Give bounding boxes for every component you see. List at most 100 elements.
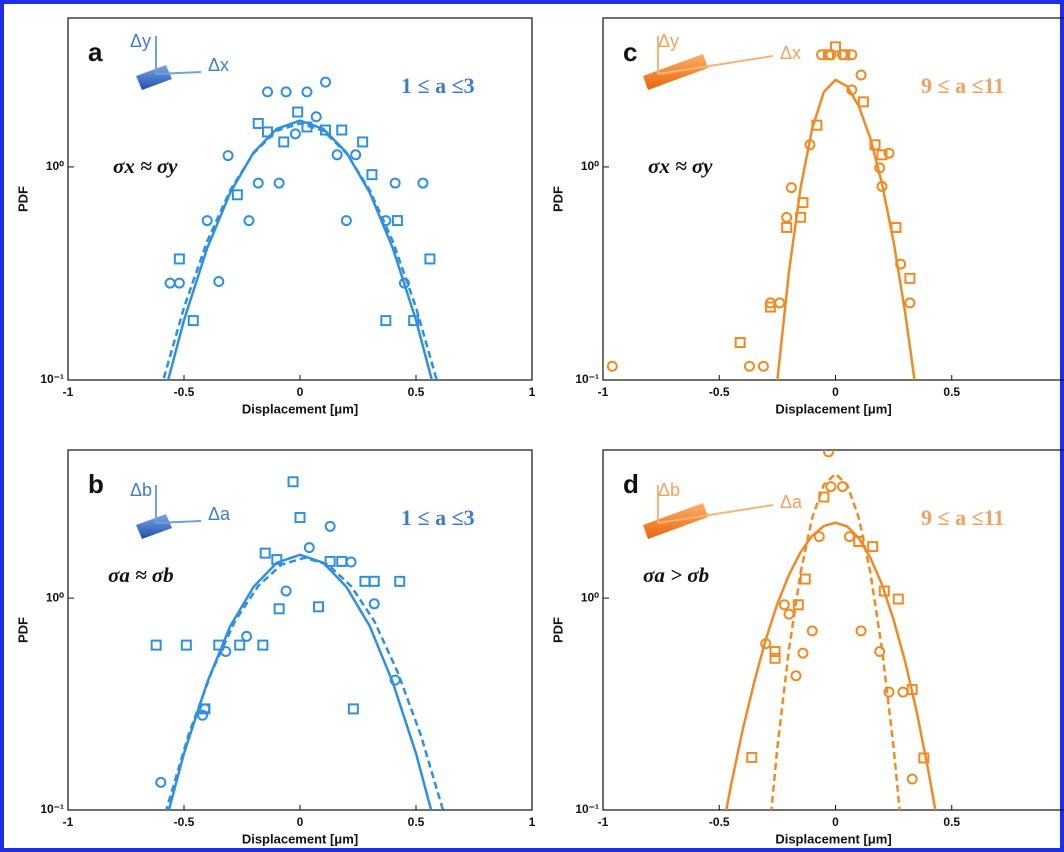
circle-point <box>324 520 336 532</box>
square-point <box>769 645 781 657</box>
circle-point <box>883 686 895 698</box>
fit-curve <box>725 521 937 810</box>
panel-letter: c <box>623 37 637 67</box>
x-axis-label: Displacement [μm] <box>775 401 891 416</box>
plot-area <box>150 476 445 810</box>
square-point <box>278 136 290 148</box>
x-axis-label: Displacement [μm] <box>775 831 891 846</box>
square-point <box>368 575 380 587</box>
y-tick-label: 10⁻¹ <box>575 802 599 816</box>
square-point <box>324 555 336 567</box>
square-point <box>839 49 851 61</box>
x-tick-label: 0.5 <box>943 385 960 399</box>
fit-curve <box>164 556 445 810</box>
circle-point <box>846 49 858 61</box>
circle-point <box>778 599 790 611</box>
square-point <box>876 149 888 161</box>
square-point <box>878 585 890 597</box>
square-point <box>336 124 348 136</box>
fit-curve <box>776 78 916 380</box>
y-axis-label: PDF <box>15 617 30 643</box>
axis-arrow <box>155 71 202 75</box>
square-point <box>199 703 211 715</box>
circle-point <box>904 297 916 309</box>
axis-arrow <box>657 504 774 524</box>
circle-point <box>280 86 292 98</box>
circle-point <box>743 360 755 372</box>
square-point <box>424 253 436 265</box>
icon-label: Δy <box>130 31 151 51</box>
y-axis-label: PDF <box>550 186 565 212</box>
x-tick-label: 0.5 <box>408 815 425 829</box>
square-point <box>391 215 403 227</box>
x-tick-label: -1 <box>63 815 74 829</box>
circle-point <box>155 776 167 788</box>
y-tick-label: 10⁻¹ <box>575 372 599 386</box>
square-point <box>336 555 348 567</box>
circle-point <box>906 773 918 785</box>
circle-point <box>825 481 837 493</box>
circle-point <box>874 645 886 657</box>
circle-point <box>806 625 818 637</box>
sigma-label: σa ≈ σb <box>108 563 174 587</box>
square-point <box>150 639 162 651</box>
circle-point <box>883 147 895 159</box>
plot-area <box>725 450 937 810</box>
panel-letter: a <box>88 37 103 67</box>
circle-point <box>785 182 797 194</box>
square-point <box>769 652 781 664</box>
y-axis-label: PDF <box>15 186 30 212</box>
circle-point <box>813 531 825 543</box>
square-point <box>347 703 359 715</box>
circle-point <box>262 86 274 98</box>
fit-curve <box>161 122 439 380</box>
square-point <box>904 272 916 284</box>
square-point <box>234 639 246 651</box>
circle-point <box>197 709 209 721</box>
circle-point <box>201 215 213 227</box>
circle-point <box>350 149 362 161</box>
circle-point <box>757 360 769 372</box>
circle-point <box>289 128 301 140</box>
square-point <box>273 603 285 615</box>
square-point <box>287 476 299 488</box>
square-point <box>313 601 325 613</box>
circle-point <box>331 149 343 161</box>
range-label: 1 ≤ a ≤3 <box>401 505 475 530</box>
circle-point <box>173 277 185 289</box>
square-point <box>867 541 879 553</box>
axis-arrow <box>155 520 202 524</box>
x-axis-label: Displacement [μm] <box>242 401 358 416</box>
x-tick-label: -0.5 <box>709 385 730 399</box>
circle-point <box>303 542 315 554</box>
plot-area <box>606 41 916 380</box>
range-label: 9 ≤ a ≤11 <box>921 73 1004 98</box>
y-tick-label: 10⁻¹ <box>40 372 64 386</box>
x-tick-label: 0 <box>832 385 839 399</box>
square-point <box>892 593 904 605</box>
y-tick-label: 10⁰ <box>581 159 599 173</box>
icon-label: Δb <box>658 480 680 500</box>
x-tick-label: -0.5 <box>174 815 195 829</box>
fit-curve <box>166 119 434 380</box>
x-tick-label: 0 <box>832 815 839 829</box>
circle-point <box>241 630 253 642</box>
plot-area <box>161 76 439 380</box>
circle-point <box>213 275 225 287</box>
sigma-label: σx ≈ σy <box>648 154 713 178</box>
x-tick-label: 0 <box>297 385 304 399</box>
x-tick-label: 0.5 <box>408 385 425 399</box>
fit-curve <box>770 472 901 810</box>
circle-point <box>320 76 332 88</box>
panel: -1 -0.5 0 0.5 1 10⁻¹ 10⁰ Displacement [μm] PDF b Δ… <box>15 449 536 846</box>
square-point <box>294 512 306 524</box>
icon-label: Δa <box>208 504 231 524</box>
x-tick-label: -1 <box>598 815 609 829</box>
x-tick-label: -0.5 <box>174 385 195 399</box>
panel-letter: d <box>623 469 639 499</box>
circle-point <box>417 177 429 189</box>
y-tick-label: 10⁻¹ <box>40 802 64 816</box>
square-point <box>830 41 841 53</box>
